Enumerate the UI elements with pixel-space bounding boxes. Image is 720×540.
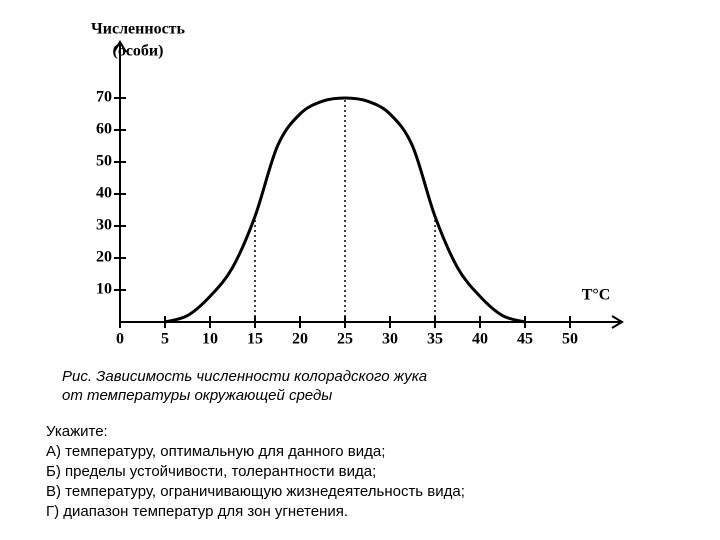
task-item: А) температуру, оптимальную для данного … [46, 443, 385, 460]
x-tick-label: 35 [427, 331, 443, 348]
caption: Рис. Зависимость численности колорадског… [62, 368, 427, 385]
x-tick-label: 25 [337, 331, 353, 348]
y-tick-label: 70 [96, 89, 112, 106]
task-item: В) температуру, ограничивающую жизнедеят… [46, 483, 465, 500]
x-tick-label: 0 [116, 331, 124, 348]
x-tick-label: 40 [472, 331, 488, 348]
x-axis-arrow [611, 315, 624, 329]
x-tick-label: 45 [517, 331, 533, 348]
task-title: Укажите: [46, 423, 108, 440]
y-tick-label: 30 [96, 217, 112, 234]
x-tick-label: 10 [202, 331, 218, 348]
caption: от температуры окружающей среды [62, 387, 332, 404]
y-tick-label: 20 [96, 249, 112, 266]
curve [164, 96, 526, 324]
x-tick-label: 5 [161, 331, 169, 348]
x-axis-label: T°C [582, 287, 611, 304]
x-tick-label: 15 [247, 331, 263, 348]
task-item: Г) диапазон температур для зон угнетения… [46, 503, 348, 520]
task-item: Б) пределы устойчивости, толерантности в… [46, 463, 376, 480]
x-tick-label: 20 [292, 331, 308, 348]
y-axis-label: (особи) [113, 43, 164, 60]
y-axis-arrow [113, 40, 127, 53]
y-tick-label: 10 [96, 281, 112, 298]
y-tick-label: 40 [96, 185, 112, 202]
x-tick-label: 50 [562, 331, 578, 348]
x-tick-label: 30 [382, 331, 398, 348]
y-tick-label: 50 [96, 153, 112, 170]
y-tick-label: 60 [96, 121, 112, 138]
y-axis-label: Численность [91, 21, 186, 38]
